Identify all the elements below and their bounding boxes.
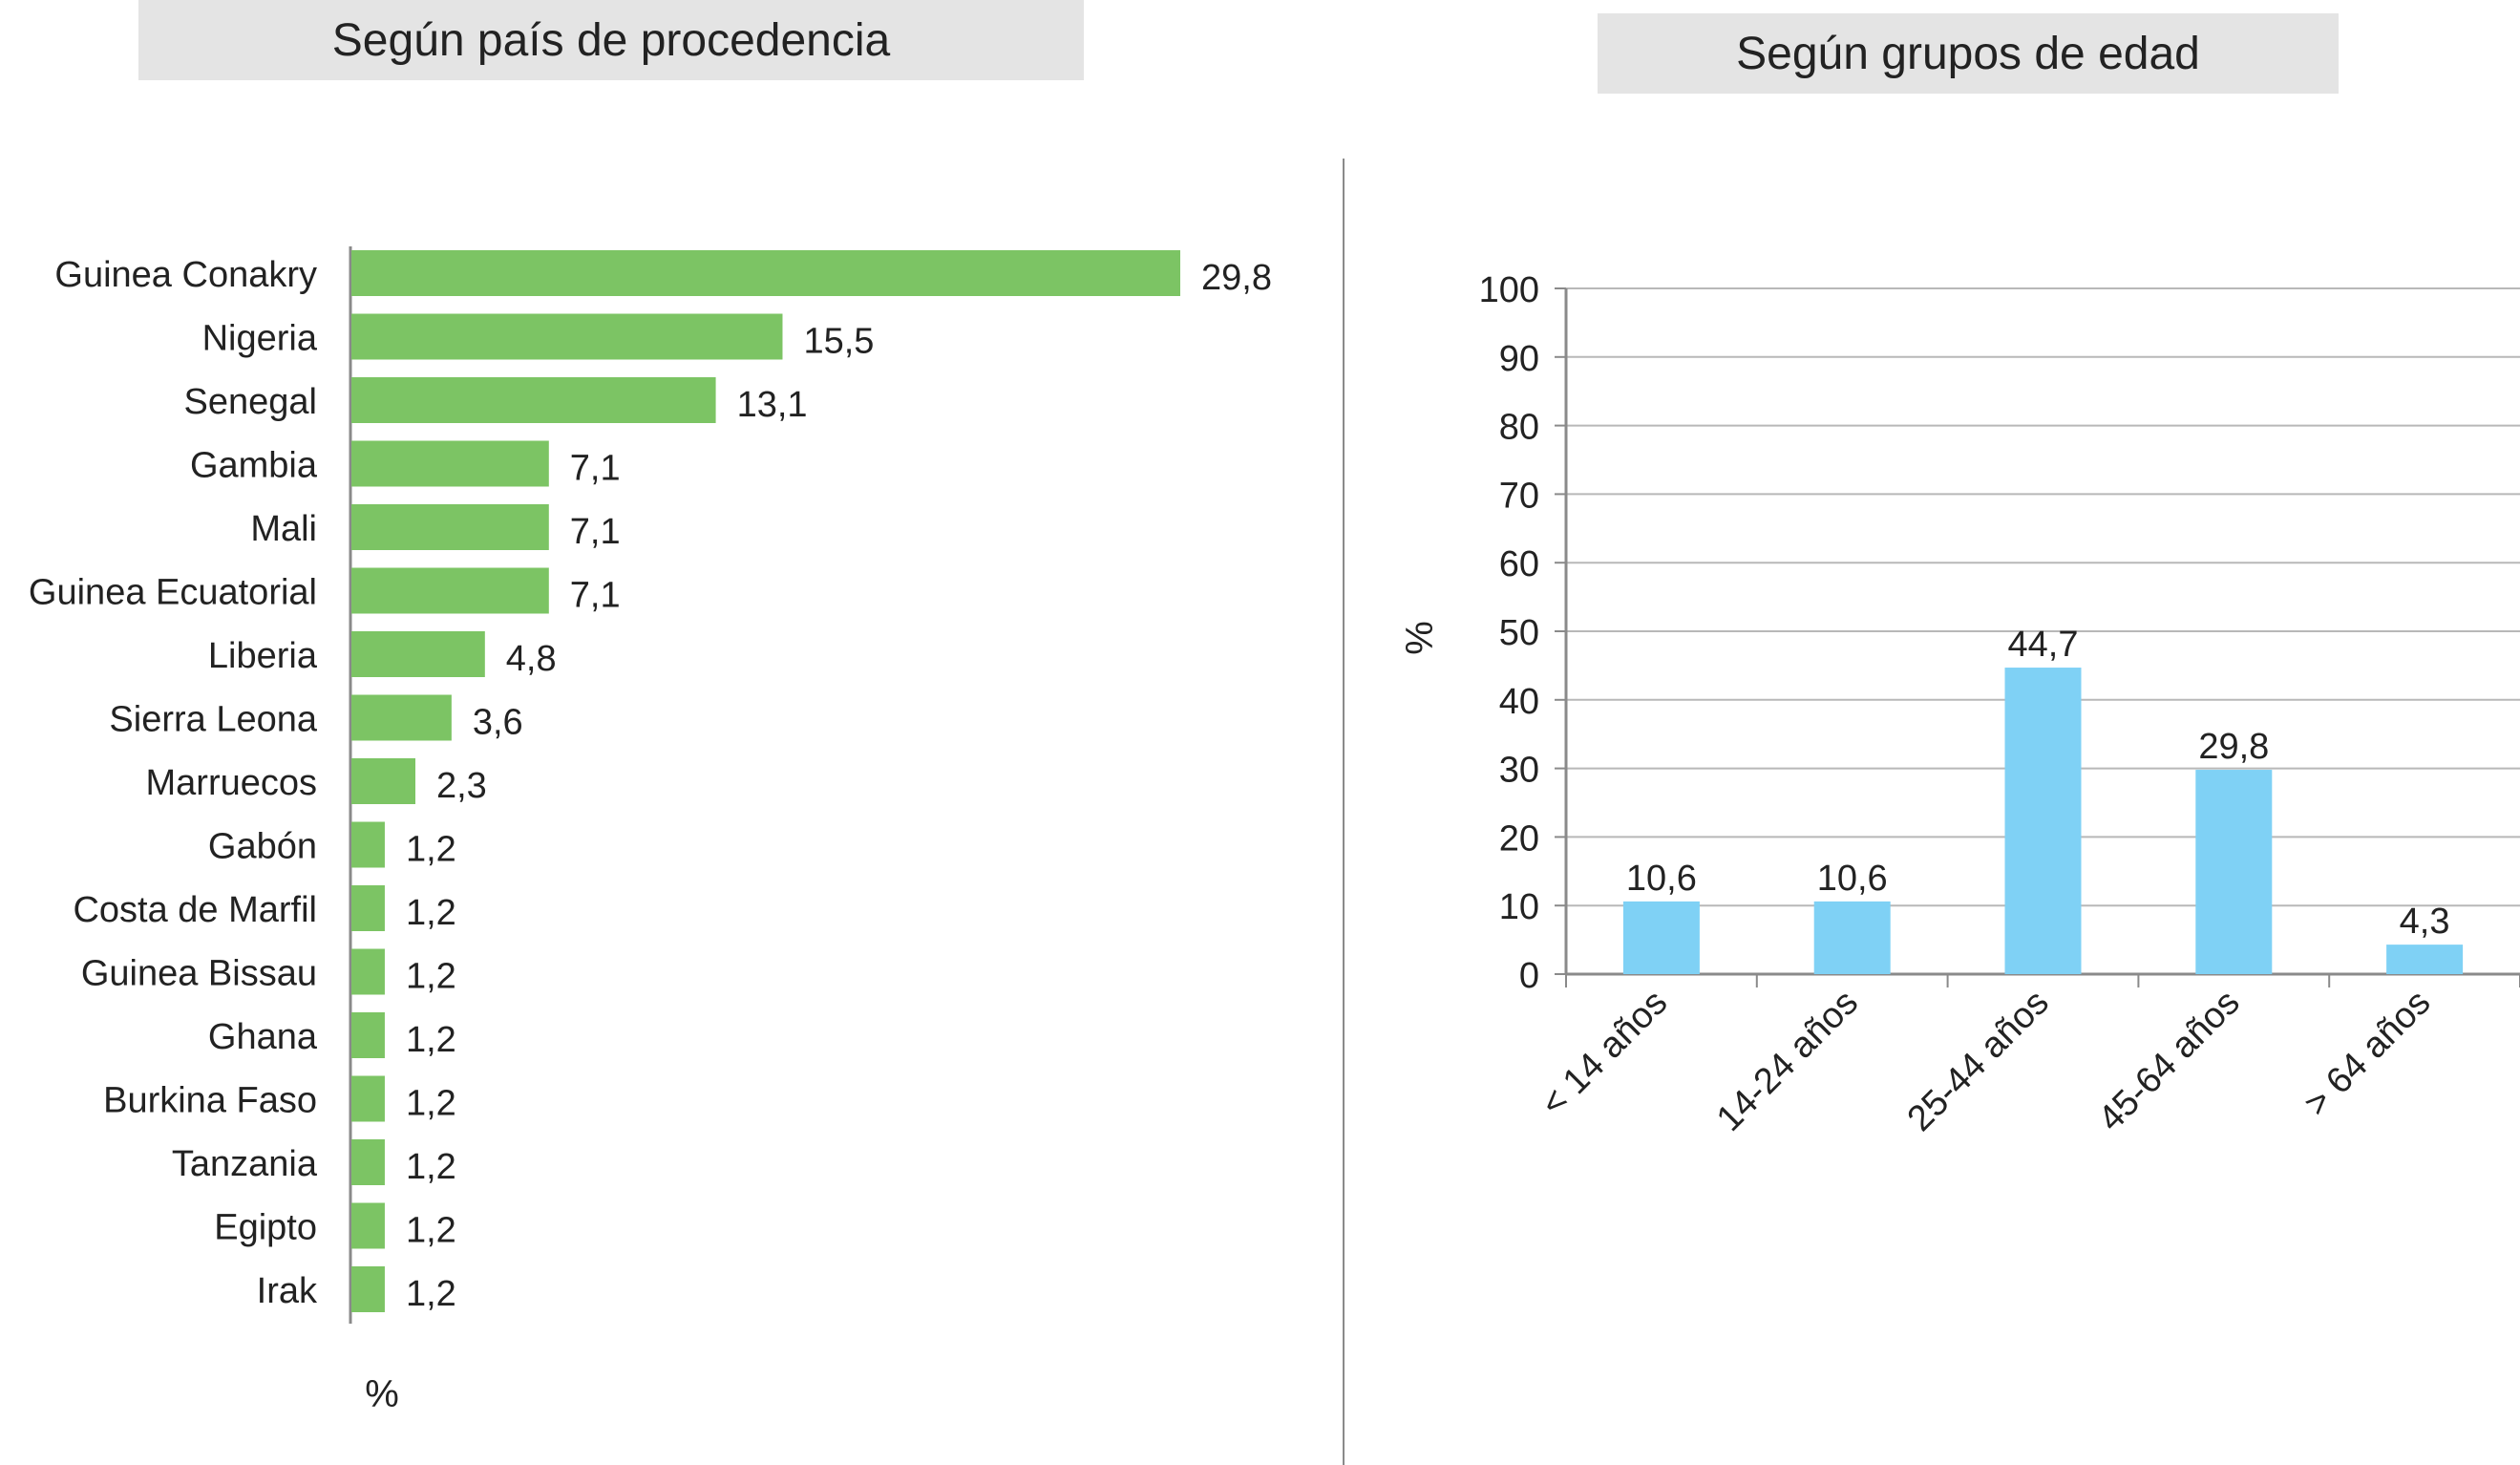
country-label: Ghana [208, 1017, 318, 1057]
country-value-label: 1,2 [406, 1274, 456, 1314]
y-tick-label: 100 [1479, 270, 1539, 310]
country-bar [351, 504, 549, 550]
country-bar [351, 1139, 385, 1185]
country-value-label: 7,1 [570, 512, 621, 552]
country-bar [351, 1202, 385, 1249]
y-tick-label: 60 [1499, 544, 1539, 584]
panel-divider [1343, 159, 1345, 1465]
country-bar [351, 885, 385, 931]
country-value-label: 1,2 [406, 1147, 456, 1187]
age-bar [2004, 668, 2082, 974]
age-category-label: 14-24 años [1709, 983, 1866, 1139]
right-y-axis-label: % [1399, 621, 1441, 655]
country-label: Gabón [208, 827, 317, 867]
country-label: Guinea Bissau [81, 954, 317, 994]
country-value-label: 7,1 [570, 449, 621, 489]
country-bar [351, 1075, 385, 1122]
y-tick-label: 10 [1499, 887, 1539, 927]
age-value-label: 29,8 [2198, 727, 2269, 767]
y-tick-label: 80 [1499, 408, 1539, 448]
country-label: Gambia [190, 446, 318, 486]
country-label: Mali [250, 509, 317, 549]
age-bar [2195, 770, 2273, 974]
country-label: Egipto [214, 1208, 317, 1248]
country-bar [351, 1012, 385, 1058]
country-value-label: 13,1 [737, 385, 808, 425]
country-label: Guinea Conakry [54, 255, 317, 295]
country-value-label: 1,2 [406, 1084, 456, 1124]
country-bar [351, 821, 385, 868]
country-label: Senegal [184, 382, 317, 422]
country-bar [351, 694, 452, 741]
country-value-label: 1,2 [406, 1020, 456, 1060]
y-tick-label: 30 [1499, 751, 1539, 791]
country-bar [351, 1266, 385, 1312]
country-value-label: 1,2 [406, 893, 456, 933]
age-value-label: 10,6 [1626, 859, 1697, 899]
country-value-label: 1,2 [406, 830, 456, 870]
left-x-axis-label: % [365, 1373, 399, 1415]
y-tick-label: 20 [1499, 818, 1539, 859]
age-value-label: 4,3 [2400, 902, 2450, 942]
y-tick-label: 70 [1499, 476, 1539, 516]
country-bar-chart: Guinea Conakry 29,8 Nigeria 15,5 Senegal 13,1… [29, 246, 1272, 1415]
age-bar-chart: 0 10 20 30 40 50 60 70 80 90 100 10,6 < 14 años 10,6 1… [1399, 270, 2520, 1139]
country-value-label: 15,5 [803, 322, 874, 362]
y-tick-label: 50 [1499, 613, 1539, 653]
right-chart-title: Según grupos de edad [1598, 13, 2339, 94]
country-label: Costa de Marfil [73, 890, 317, 930]
country-label: Sierra Leona [109, 700, 317, 740]
country-value-label: 3,6 [473, 703, 523, 743]
left-chart-title: Según país de procedencia [138, 0, 1084, 80]
country-value-label: 7,1 [570, 576, 621, 616]
y-tick-label: 0 [1519, 956, 1539, 996]
age-category-label: 45-64 años [2091, 983, 2248, 1139]
age-value-label: 44,7 [2008, 625, 2079, 665]
country-label: Guinea Ecuatorial [29, 573, 317, 613]
country-value-label: 1,2 [406, 957, 456, 997]
y-tick-label: 90 [1499, 339, 1539, 379]
age-bar [1622, 901, 1700, 974]
country-bar [351, 758, 415, 804]
country-bar [351, 440, 549, 487]
age-value-label: 10,6 [1817, 859, 1888, 899]
country-value-label: 4,8 [506, 639, 557, 679]
country-label: Liberia [208, 636, 318, 676]
age-bar [2386, 945, 2464, 974]
country-label: Irak [257, 1271, 318, 1311]
country-bar [351, 250, 1180, 296]
age-category-label: > 64 años [2297, 983, 2438, 1124]
country-label: Marruecos [146, 763, 318, 803]
country-bar [351, 567, 549, 614]
age-category-label: 25-44 años [1900, 983, 2057, 1139]
country-bar [351, 313, 783, 360]
y-tick-label: 40 [1499, 682, 1539, 722]
country-value-label: 29,8 [1201, 258, 1272, 298]
country-bar [351, 377, 716, 423]
country-label: Burkina Faso [103, 1081, 317, 1121]
country-bar [351, 631, 485, 677]
age-category-label: < 14 años [1534, 983, 1675, 1124]
country-label: Nigeria [202, 319, 318, 359]
country-bar [351, 948, 385, 995]
country-label: Tanzania [172, 1144, 318, 1184]
age-bar [1813, 901, 1891, 974]
country-value-label: 2,3 [436, 766, 487, 806]
country-value-label: 1,2 [406, 1211, 456, 1251]
